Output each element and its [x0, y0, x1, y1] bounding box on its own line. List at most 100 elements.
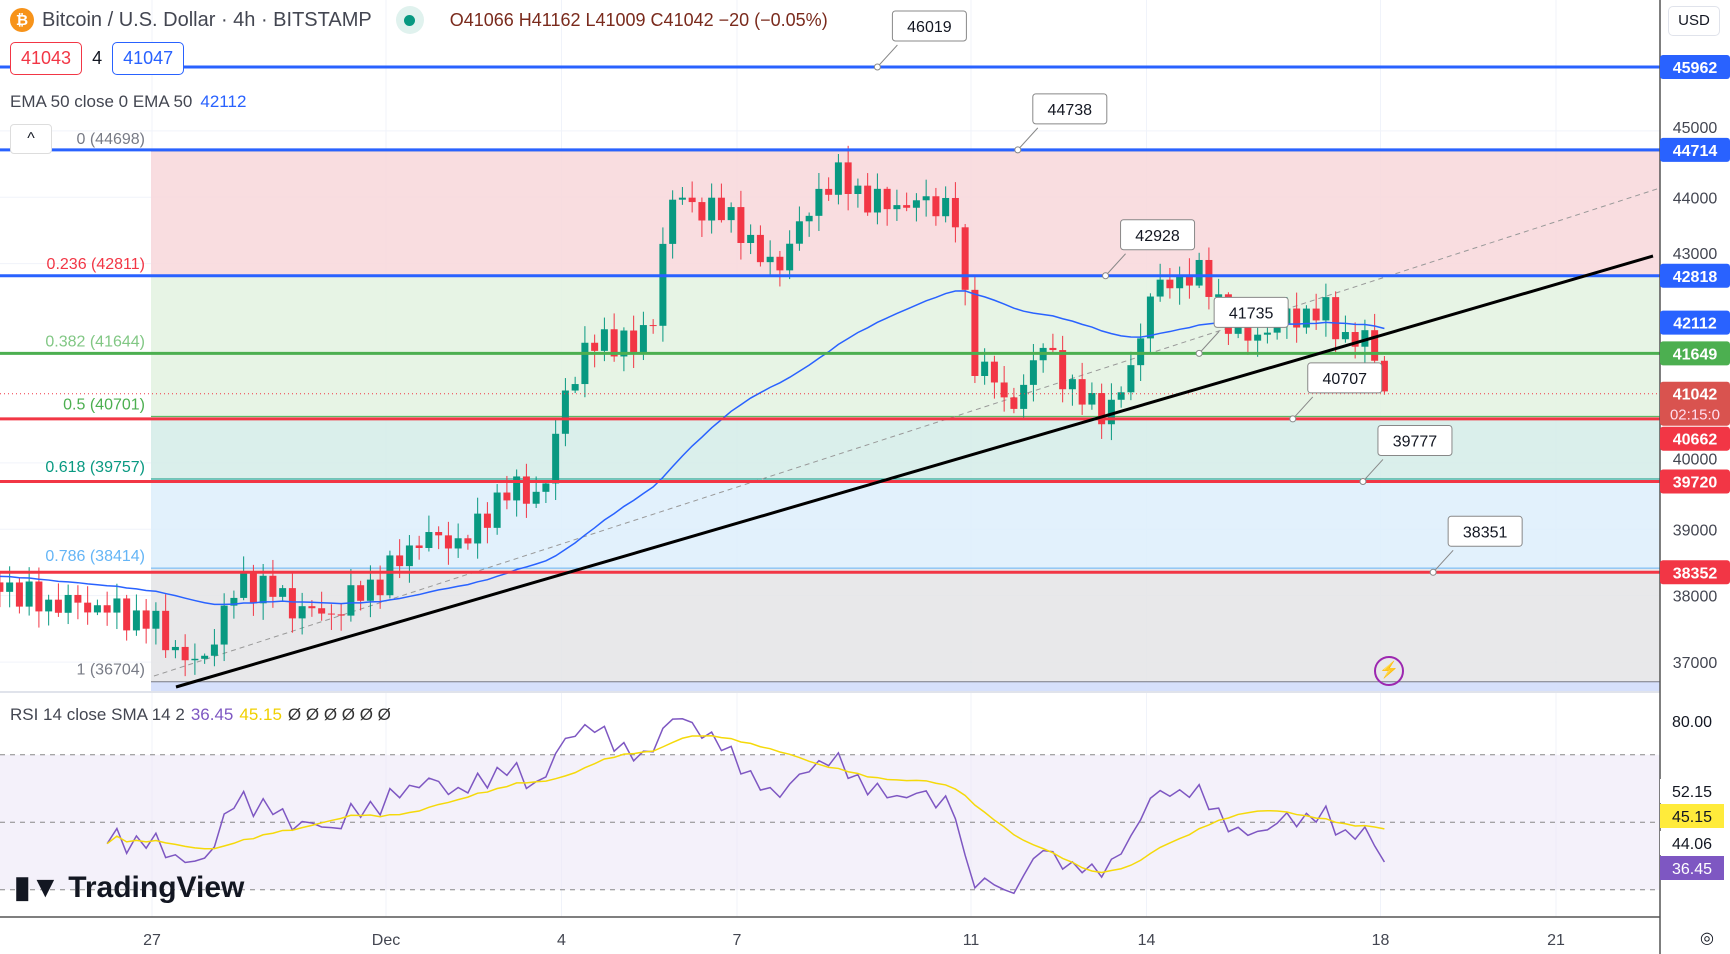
time-tick-label: 4	[557, 932, 566, 949]
candle-body	[249, 572, 257, 604]
candle-body	[1127, 365, 1135, 393]
candle-body	[1078, 379, 1086, 405]
candle-body	[1146, 296, 1154, 339]
time-tick-label: 14	[1138, 932, 1156, 949]
candle-body	[1322, 297, 1330, 321]
candle-body	[1273, 323, 1281, 333]
callout-box	[1120, 219, 1196, 251]
fib-label: 0.786 (38414)	[45, 548, 145, 565]
ema-line	[0, 290, 1385, 606]
time-tick-label: 11	[963, 932, 980, 949]
price-label: 45962	[1673, 60, 1718, 77]
candle-body	[678, 197, 686, 200]
candle-body	[337, 614, 345, 616]
time-tick-label: 18	[1372, 932, 1390, 949]
price-label-badge	[1660, 426, 1730, 451]
callout-anchor	[1359, 477, 1367, 485]
rsi-legend[interactable]: RSI 14 close SMA 14 2 36.45 45.15 Ø Ø Ø Ø Ø…	[10, 705, 391, 725]
fib-label: 0.236 (42811)	[47, 256, 145, 273]
candle-body	[825, 188, 833, 195]
candle-body	[45, 599, 53, 612]
fib-label: 0.382 (41644)	[45, 334, 145, 351]
ema-legend[interactable]: EMA 50 close 0 EMA 50 42112	[10, 92, 246, 112]
callout-pointer	[1362, 459, 1384, 482]
candle-body	[1029, 360, 1037, 385]
candle-body	[717, 197, 725, 221]
time-tick-label: Dec	[372, 932, 400, 949]
candle-body	[1302, 308, 1310, 328]
bid-ask: 41043 4 41047	[10, 42, 185, 75]
candle-body	[152, 610, 160, 629]
fib-zone-extension	[151, 681, 1660, 692]
rsi-axis-badge	[1660, 779, 1724, 803]
candle-body	[1361, 330, 1369, 347]
candle-body	[795, 221, 803, 244]
candle-body	[474, 513, 482, 544]
candle-body	[600, 329, 608, 351]
candle-body	[1185, 274, 1193, 286]
price-label-badge	[1660, 55, 1730, 79]
callout-box	[891, 10, 967, 42]
callout-box	[1307, 362, 1383, 394]
candle-body	[181, 646, 189, 661]
candle-body	[425, 532, 433, 548]
candle-body	[1371, 330, 1379, 361]
candle-body	[698, 202, 706, 221]
candle-body	[132, 610, 140, 631]
candle-body	[766, 256, 774, 263]
dashed-trendline	[153, 187, 1661, 677]
candle-body	[1088, 393, 1096, 405]
candle-body	[220, 605, 228, 645]
candle-body	[1107, 399, 1115, 425]
sell-button[interactable]: 41043	[10, 42, 83, 75]
rsi-axis-badge	[1660, 804, 1724, 828]
candle-body	[376, 579, 384, 596]
candle-body	[15, 582, 23, 607]
currency-button[interactable]: USD	[1668, 6, 1720, 36]
candle-body	[639, 325, 647, 353]
candle-body	[191, 658, 199, 661]
candle-body	[776, 256, 784, 271]
price-tick-label: 39000	[1673, 522, 1718, 539]
candle-body	[493, 492, 501, 528]
collapse-legend-button[interactable]: ^	[10, 124, 52, 154]
candle-body	[873, 188, 881, 213]
callout-anchor	[873, 63, 881, 71]
candle-body	[74, 594, 82, 603]
candle-body	[357, 585, 365, 601]
fib-label: 0.5 (40701)	[63, 396, 145, 413]
candle-body	[961, 227, 969, 290]
symbol-title[interactable]: Bitcoin / U.S. Dollar · 4h · BITSTAMP	[42, 8, 372, 31]
candle-body	[932, 196, 940, 217]
market-status-icon[interactable]	[395, 6, 424, 34]
candle-body	[1020, 384, 1028, 409]
rsi-axis-label: 36.45	[1672, 861, 1712, 878]
candle-body	[903, 205, 911, 208]
rsi-sma-value: 45.15	[239, 705, 282, 724]
candle-body	[532, 491, 540, 504]
candle-body	[727, 207, 735, 221]
candle-body	[659, 243, 667, 326]
candle-body	[893, 205, 901, 210]
lightning-icon[interactable]: ⚡	[1374, 656, 1404, 686]
ema-value: 42112	[200, 92, 247, 111]
price-tick-label: 38000	[1673, 589, 1718, 606]
candle-body	[571, 384, 579, 391]
candle-body	[171, 646, 179, 651]
visibility-icon[interactable]: ◎	[1700, 930, 1714, 947]
buy-button[interactable]: 41047	[112, 42, 185, 75]
candle-body	[552, 433, 560, 484]
candle-body	[1380, 360, 1388, 392]
candle-body	[240, 572, 248, 598]
fib-zone	[151, 479, 1660, 569]
candle-body	[93, 605, 101, 613]
callout-label: 44738	[1048, 102, 1093, 119]
time-tick-label: 27	[143, 932, 161, 949]
candle-body	[1254, 334, 1262, 341]
rsi-axis-badge	[1660, 856, 1724, 880]
candle-body	[834, 162, 842, 195]
candle-body	[444, 535, 452, 549]
tradingview-logo[interactable]: ▮▼ TradingView	[14, 870, 244, 905]
candle-body	[1215, 294, 1223, 297]
